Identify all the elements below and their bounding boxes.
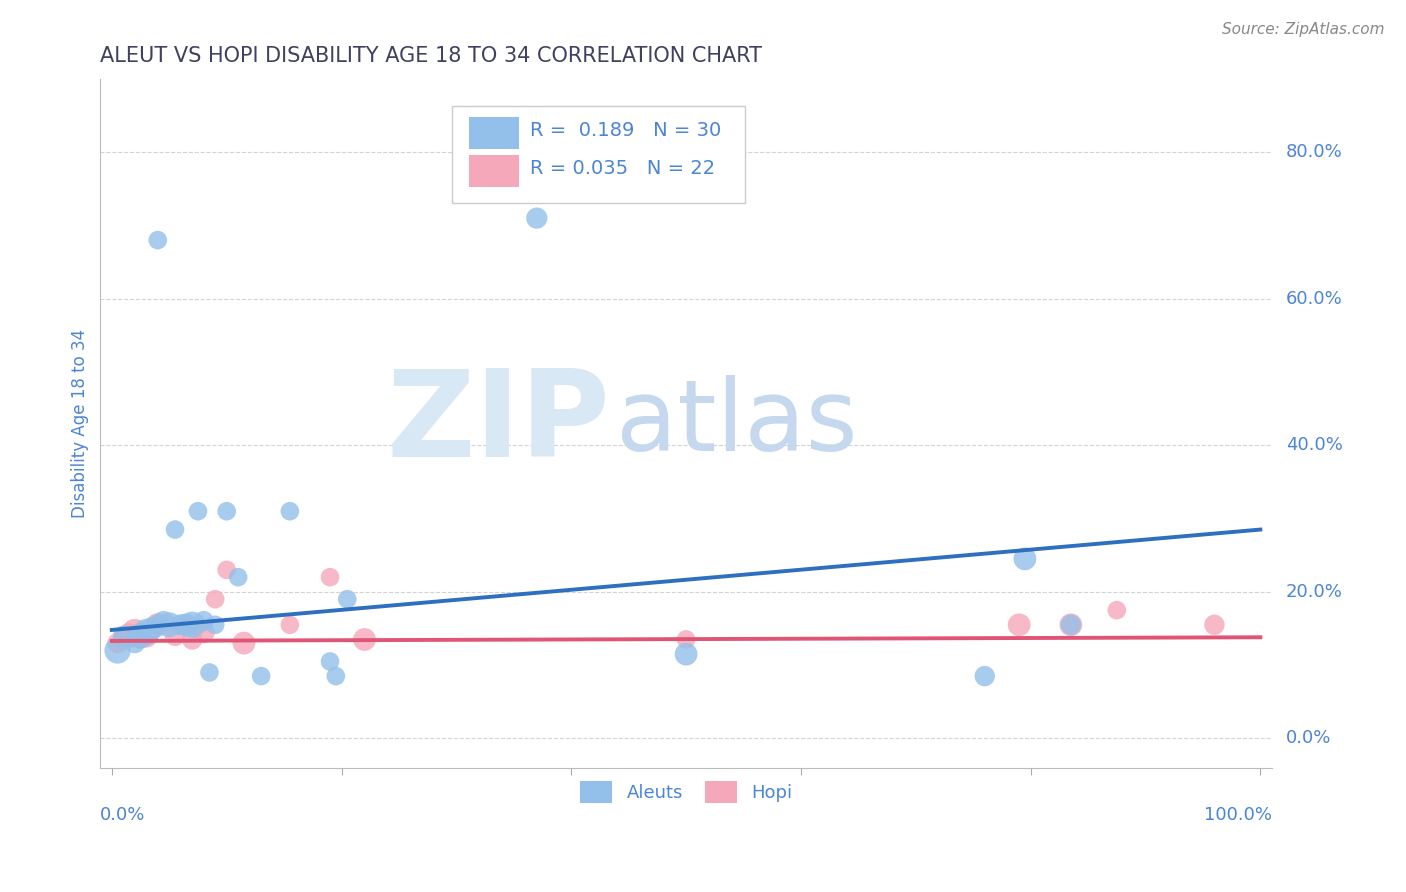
Text: R =  0.189   N = 30: R = 0.189 N = 30 [530,121,721,140]
Point [129,629,152,643]
Point [353,632,375,647]
Point [1204,617,1226,632]
Point [129,632,152,647]
Point [181,617,204,632]
Text: R = 0.035   N = 22: R = 0.035 N = 22 [530,159,716,178]
Point [319,655,342,669]
Point [170,617,193,632]
Point [198,665,221,680]
Point [176,617,198,632]
Point [215,504,238,518]
Point [193,625,215,640]
Point [112,632,135,647]
Point [107,643,129,657]
Point [187,504,209,518]
Point [107,636,129,650]
Text: Source: ZipAtlas.com: Source: ZipAtlas.com [1222,22,1385,37]
Point [181,632,204,647]
Point [112,629,135,643]
Point [124,636,146,650]
Point [141,622,163,636]
Point [232,636,254,650]
Point [157,617,180,632]
Point [336,592,359,607]
Point [973,669,995,683]
Text: atlas: atlas [616,375,858,472]
Point [1060,617,1083,632]
FancyBboxPatch shape [470,117,519,149]
Point [325,669,347,683]
Point [152,614,174,628]
Text: ZIP: ZIP [387,365,610,482]
FancyBboxPatch shape [451,106,745,202]
Text: 60.0%: 60.0% [1286,290,1343,308]
Point [250,669,273,683]
Point [1060,617,1083,632]
Point [319,570,342,584]
Point [146,617,169,632]
Point [675,647,697,661]
FancyBboxPatch shape [470,154,519,187]
Point [124,625,146,640]
Point [118,629,141,643]
Point [1014,552,1036,566]
Text: 0.0%: 0.0% [100,805,146,823]
Text: 100.0%: 100.0% [1204,805,1272,823]
Point [163,629,186,643]
Text: 40.0%: 40.0% [1286,436,1343,454]
Point [163,523,186,537]
Point [135,625,157,640]
Point [1008,617,1031,632]
Point [204,617,226,632]
Y-axis label: Disability Age 18 to 34: Disability Age 18 to 34 [72,329,89,518]
Point [215,563,238,577]
Point [146,233,169,247]
Point [675,632,697,647]
Point [226,570,249,584]
Point [278,504,301,518]
Point [146,617,169,632]
Point [278,617,301,632]
Point [204,592,226,607]
Point [176,617,198,632]
Point [193,614,215,628]
Legend: Aleuts, Hopi: Aleuts, Hopi [572,774,800,810]
Text: 80.0%: 80.0% [1286,143,1343,161]
Text: 0.0%: 0.0% [1286,730,1331,747]
Text: ALEUT VS HOPI DISABILITY AGE 18 TO 34 CORRELATION CHART: ALEUT VS HOPI DISABILITY AGE 18 TO 34 CO… [100,46,762,66]
Text: 20.0%: 20.0% [1286,582,1343,601]
Point [1105,603,1128,617]
Point [135,629,157,643]
Point [526,211,548,226]
